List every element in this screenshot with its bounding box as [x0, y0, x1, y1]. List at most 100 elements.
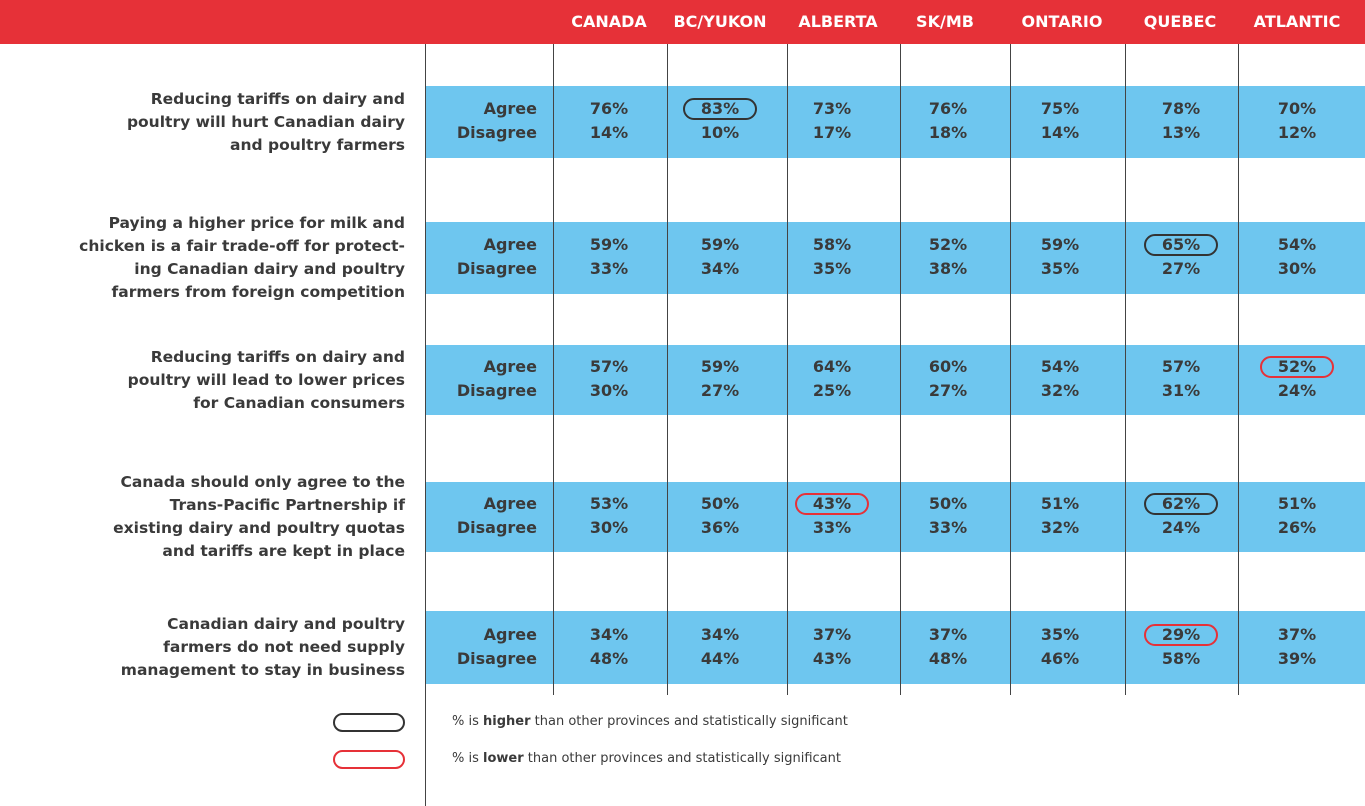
column-divider — [900, 44, 901, 695]
disagree-value: 35% — [1040, 259, 1080, 278]
disagree-value: 33% — [812, 518, 852, 537]
agree-label: Agree — [483, 99, 537, 118]
agree-value: 62% — [1161, 494, 1201, 513]
agree-value: 29% — [1161, 624, 1201, 644]
agree-value: 76% — [928, 99, 968, 118]
column-divider — [667, 44, 668, 695]
column-header: BC/YUKON — [673, 12, 767, 31]
agree-value: 59% — [589, 235, 629, 254]
column-header: ALBERTA — [798, 12, 878, 31]
disagree-value: 17% — [812, 123, 852, 142]
statement-line: poultry will lead to lower prices — [127, 370, 405, 389]
header-bar — [0, 0, 1365, 44]
disagree-value: 32% — [1040, 381, 1080, 400]
statement: Canadian dairy and poultry farmers do not… — [121, 613, 405, 682]
highlight-oval — [1260, 356, 1334, 378]
agree-value: 76% — [589, 99, 629, 118]
agree-value: 60% — [928, 357, 968, 376]
agree-value: 52% — [928, 235, 968, 254]
column-divider — [553, 44, 554, 695]
agree-value: 54% — [1040, 357, 1080, 376]
disagree-value: 26% — [1277, 518, 1317, 537]
statement-line: existing dairy and poultry quotas — [113, 519, 405, 537]
statement-line: poultry will hurt Canadian dairy — [126, 112, 405, 131]
highlight-oval — [795, 493, 869, 515]
disagree-value: 33% — [928, 518, 968, 537]
disagree-value: 10% — [700, 123, 740, 142]
agree-value: 37% — [812, 624, 852, 644]
disagree-value: 24% — [1161, 518, 1201, 537]
row-band — [425, 611, 1365, 684]
disagree-value: 13% — [1161, 123, 1201, 142]
disagree-value: 39% — [1277, 648, 1317, 668]
agree-label: Agree — [483, 624, 537, 644]
column-divider — [1238, 44, 1239, 695]
statement-line: Reducing tariffs on dairy and — [150, 347, 405, 366]
disagree-value: 25% — [812, 381, 852, 400]
agree-value: 64% — [812, 357, 852, 376]
left-divider — [425, 44, 426, 806]
agree-value: 52% — [1277, 357, 1317, 376]
disagree-value: 32% — [1040, 518, 1080, 537]
agree-value: 37% — [1277, 624, 1317, 644]
disagree-value: 46% — [1040, 648, 1080, 668]
highlight-oval — [683, 98, 757, 120]
disagree-value: 14% — [589, 123, 629, 142]
disagree-value: 48% — [928, 648, 968, 668]
statement: Canada should only agree to the Trans-Pac… — [113, 471, 405, 563]
statement-line: and tariffs are kept in place — [162, 542, 405, 560]
legend-oval — [333, 713, 405, 732]
disagree-label: Disagree — [456, 518, 537, 537]
disagree-value: 14% — [1040, 123, 1080, 142]
row-band — [425, 222, 1365, 294]
agree-value: 65% — [1161, 235, 1201, 254]
legend-text-part: than other provinces and statistically s… — [530, 714, 848, 729]
column-divider — [787, 44, 788, 695]
disagree-value: 30% — [1277, 259, 1317, 278]
highlight-oval — [1144, 623, 1218, 646]
statement: Reducing tariffs on dairy and poultry wil… — [128, 346, 405, 415]
column-header: ATLANTIC — [1253, 12, 1341, 31]
agree-label: Agree — [483, 235, 537, 254]
agree-value: 34% — [589, 624, 629, 644]
disagree-value: 43% — [812, 648, 852, 668]
agree-value: 75% — [1040, 99, 1080, 118]
statement-line: and poultry farmers — [229, 135, 405, 154]
disagree-label: Disagree — [456, 381, 537, 400]
agree-value: 57% — [1161, 357, 1201, 376]
legend-oval — [333, 750, 405, 769]
agree-value: 51% — [1277, 494, 1317, 513]
agree-label: Agree — [483, 357, 537, 376]
disagree-label: Disagree — [456, 259, 537, 278]
statement-line: farmers from foreign competition — [111, 283, 405, 301]
legend-text-part: lower — [483, 751, 524, 766]
disagree-value: 30% — [589, 381, 629, 400]
statement-line: ing Canadian dairy and poultry — [134, 260, 405, 278]
statement-line: Paying a higher price for milk and — [108, 214, 405, 232]
disagree-value: 27% — [928, 381, 968, 400]
agree-value: 59% — [1040, 235, 1080, 254]
statement-line: for Canadian consumers — [193, 393, 405, 412]
statement-line: Reducing tariffs on dairy and — [150, 89, 405, 108]
agree-value: 53% — [589, 494, 629, 513]
disagree-value: 34% — [700, 259, 740, 278]
agree-value: 54% — [1277, 235, 1317, 254]
agree-value: 43% — [812, 494, 852, 513]
highlight-oval — [1144, 234, 1218, 256]
agree-value: 37% — [928, 624, 968, 644]
column-header: SK/MB — [916, 12, 974, 31]
legend-text-part: higher — [483, 714, 531, 729]
legend-text-part: % is — [452, 751, 484, 766]
column-header: QUEBEC — [1143, 12, 1217, 31]
row-band — [425, 345, 1365, 415]
agree-value: 50% — [700, 494, 740, 513]
highlight-oval — [1144, 493, 1218, 515]
legend-text: % is lower than other provinces and stat… — [452, 751, 841, 766]
statement-line: farmers do not need supply — [163, 638, 405, 656]
legend-text: % is higher than other provinces and sta… — [452, 714, 848, 729]
row-band — [425, 482, 1365, 552]
column-divider — [1010, 44, 1011, 695]
disagree-value: 12% — [1277, 123, 1317, 142]
statement-line: management to stay in business — [120, 661, 405, 679]
